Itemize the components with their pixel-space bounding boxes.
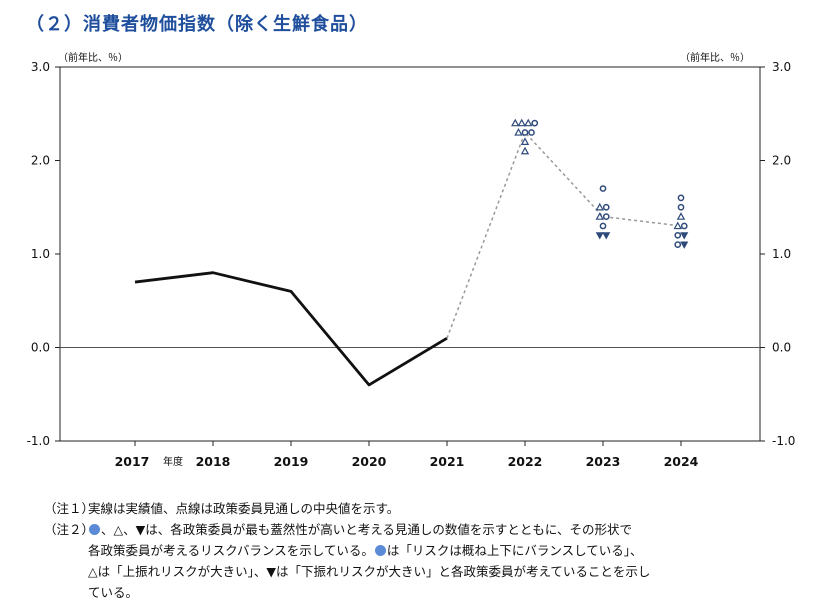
y-tick-label-left: 2.0: [31, 154, 50, 168]
forecast-up-triangle-marker: [524, 118, 533, 127]
x-tick-label: 2023: [586, 454, 621, 469]
forecast-down-triangle-marker: [680, 241, 689, 249]
forecast-circle-marker: [531, 119, 539, 127]
x-tick-label: 2022: [508, 454, 543, 469]
fiscal-year-label: 年度: [163, 455, 183, 468]
note2-line2b: は「リスクは概ね上下にバランスしている」、: [386, 543, 643, 558]
y-tick-label-right: 0.0: [772, 341, 791, 355]
note2-label: （注２）: [44, 522, 95, 537]
y-tick-label-right: 1.0: [772, 247, 791, 261]
cpi-chart: （前年比、％） （前年比、％） 3.0 2.0 1.0 0.0 -1.0 3.0 2.0 1…: [27, 51, 796, 469]
note2-line3: △は「上振れリスクが大きい」、▼は「下振れリスクが大きい」と各政策委員が考えてい…: [88, 564, 651, 579]
forecast-down-triangle-marker: [602, 232, 611, 240]
forecast-up-triangle-marker: [514, 128, 523, 136]
forecast-up-triangle-marker: [595, 212, 604, 220]
forecast-down-triangle-marker: [680, 232, 689, 240]
x-tick-label: 2018: [196, 454, 231, 469]
forecast-circle-marker: [674, 231, 682, 239]
forecast-up-triangle-marker: [673, 221, 682, 230]
forecast-circle-marker: [528, 129, 535, 136]
forecast-circle-marker: [677, 203, 685, 211]
x-tick-label: 2024: [664, 454, 699, 469]
y-tick-label-left: -1.0: [27, 434, 50, 448]
median-forecast-line: [446, 131, 682, 339]
forecast-circle-marker: [599, 222, 607, 230]
y-tick-label-left: 1.0: [31, 247, 50, 261]
y-tick-label-left: 3.0: [31, 60, 50, 74]
chart-title: （２）消費者物価指数（除く生鮮食品）: [26, 14, 368, 35]
forecast-up-triangle-marker: [517, 118, 526, 127]
y-tick-label-right: 3.0: [772, 60, 791, 74]
forecast-circle-marker: [602, 203, 610, 211]
forecast-circle-marker: [602, 213, 610, 220]
x-tick-label: 2017: [115, 454, 150, 469]
forecast-up-triangle-marker: [511, 118, 520, 127]
y-tick-label-right: -1.0: [772, 434, 795, 448]
forecast-circle-marker: [521, 129, 529, 136]
forecast-circle-marker: [677, 194, 685, 202]
blue-circle-icon: [374, 545, 386, 556]
x-tick-label: 2020: [352, 454, 387, 469]
x-tick-label: 2021: [430, 454, 465, 469]
note2-intro: 、△、▼は、各政策委員が最も蓋然性が高いと考える見通しの数値を示すとともに、その…: [101, 522, 632, 537]
forecast-up-triangle-marker: [595, 202, 604, 211]
y-unit-left: （前年比、％）: [58, 51, 128, 64]
forecast-up-triangle-marker: [676, 212, 686, 220]
note1-text: 実線は実績値、点線は政策委員見通しの中央値を示す。: [88, 501, 400, 516]
forecast-circle-marker: [680, 222, 688, 230]
forecast-up-triangle-marker: [520, 146, 530, 155]
note1-label: （注１）: [44, 501, 95, 516]
x-tick-label: 2019: [274, 454, 309, 469]
forecast-circle-marker: [599, 185, 607, 192]
note2-line4: ている。: [88, 585, 139, 600]
forecast-down-triangle-marker: [595, 232, 604, 240]
y-tick-label-left: 0.0: [31, 341, 50, 355]
actual-line: [134, 271, 448, 387]
blue-circle-icon: [89, 524, 100, 535]
footnotes: （注１） 実線は実績値、点線は政策委員見通しの中央値を示す。 （注２） 、△、▼…: [44, 498, 804, 603]
plot-frame: [59, 66, 761, 442]
forecast-circle-marker: [674, 241, 682, 248]
y-tick-label-right: 2.0: [772, 154, 791, 168]
note2-line2a: 各政策委員が考えるリスクバランスを示している。: [88, 543, 374, 558]
y-unit-right: （前年比、％）: [680, 51, 750, 64]
forecast-up-triangle-marker: [520, 137, 530, 145]
